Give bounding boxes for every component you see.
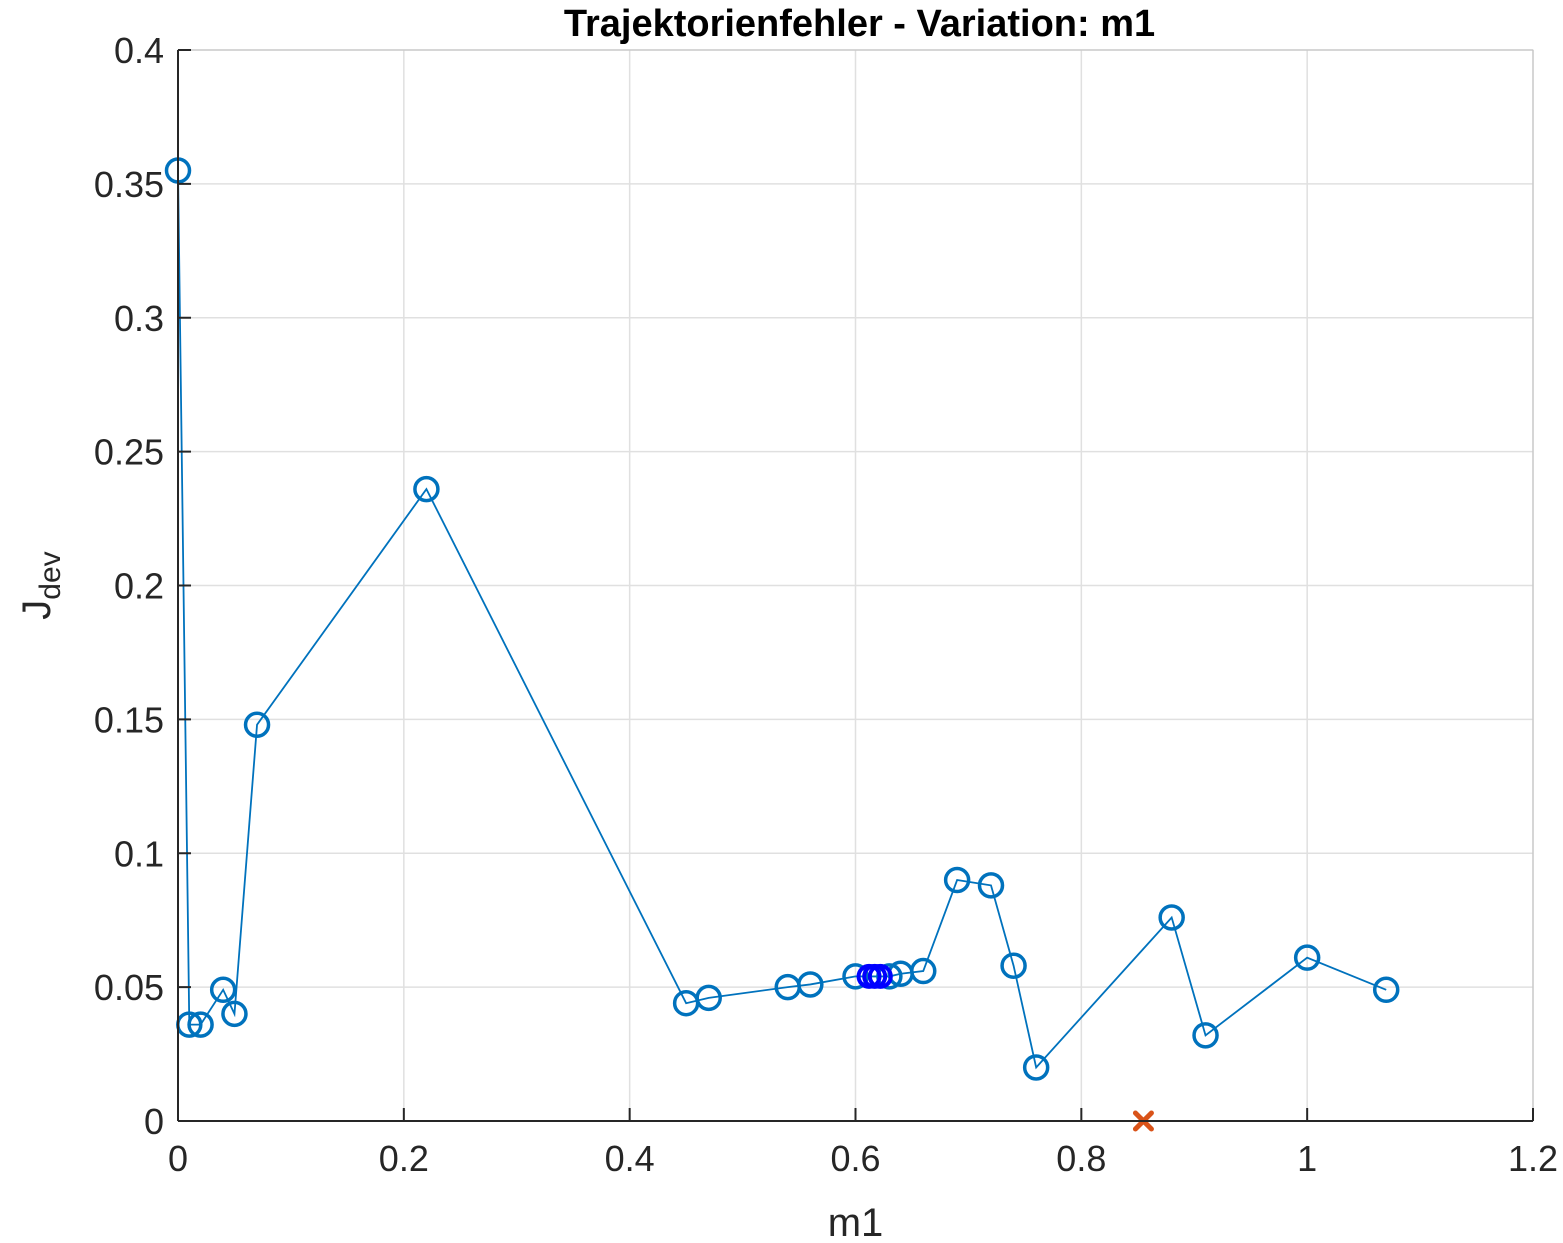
- y-tick-label: 0.4: [114, 30, 164, 71]
- data-point: [1158, 904, 1185, 931]
- data-point: [910, 957, 937, 985]
- series-layer: [164, 157, 1400, 1132]
- data-point: [1192, 1022, 1219, 1049]
- data-point: [1000, 952, 1027, 979]
- y-axis-label: Jdev: [15, 551, 67, 619]
- y-tick-label: 0.3: [114, 298, 164, 339]
- data-point: [1022, 1054, 1050, 1081]
- highlight-point: [867, 963, 893, 989]
- series-line: [177, 170, 1387, 1070]
- y-axis-label-subscript: dev: [34, 551, 67, 599]
- x-tick-label: 1.2: [1508, 1138, 1558, 1179]
- x-tick-label: 1: [1297, 1138, 1317, 1179]
- x-tick-label: 0.4: [605, 1138, 655, 1179]
- axes: 0 0.2 0.4 0.6 0.8 1 1.2 0 0.05 0.1 0.15 0.2 0.25 0.3 0…: [94, 30, 1558, 1179]
- y-axis-label-main: J: [15, 600, 59, 620]
- x-tick-label: 0.2: [379, 1138, 429, 1179]
- y-tick-label: 0: [144, 1101, 164, 1142]
- x-tick-label: 0.8: [1056, 1138, 1106, 1179]
- y-tick-label: 0.05: [94, 967, 164, 1008]
- data-point: [413, 475, 440, 503]
- data-point: [187, 1011, 214, 1038]
- x-axis-label: m1: [828, 1201, 884, 1243]
- data-point: [943, 866, 971, 894]
- data-point: [695, 984, 722, 1012]
- y-tick-label: 0.25: [94, 432, 164, 473]
- data-point: [243, 711, 271, 738]
- y-tick-label: 0.2: [114, 566, 164, 607]
- data-point: [221, 1000, 248, 1028]
- y-tick-label: 0.1: [114, 833, 164, 874]
- y-tick-label: 0.15: [94, 699, 164, 740]
- chart-title: Trajektorienfehler - Variation: m1: [564, 3, 1155, 45]
- x-tick-label: 0: [168, 1138, 188, 1179]
- data-point: [209, 976, 237, 1004]
- x-tick-label: 0.6: [830, 1138, 880, 1179]
- data-point: [977, 872, 1005, 899]
- data-point: [1372, 976, 1400, 1004]
- data-point: [797, 971, 824, 998]
- y-tick-label: 0.35: [94, 164, 164, 205]
- data-point: [1293, 944, 1321, 971]
- data-point: [842, 963, 869, 990]
- grid: [177, 49, 1534, 1122]
